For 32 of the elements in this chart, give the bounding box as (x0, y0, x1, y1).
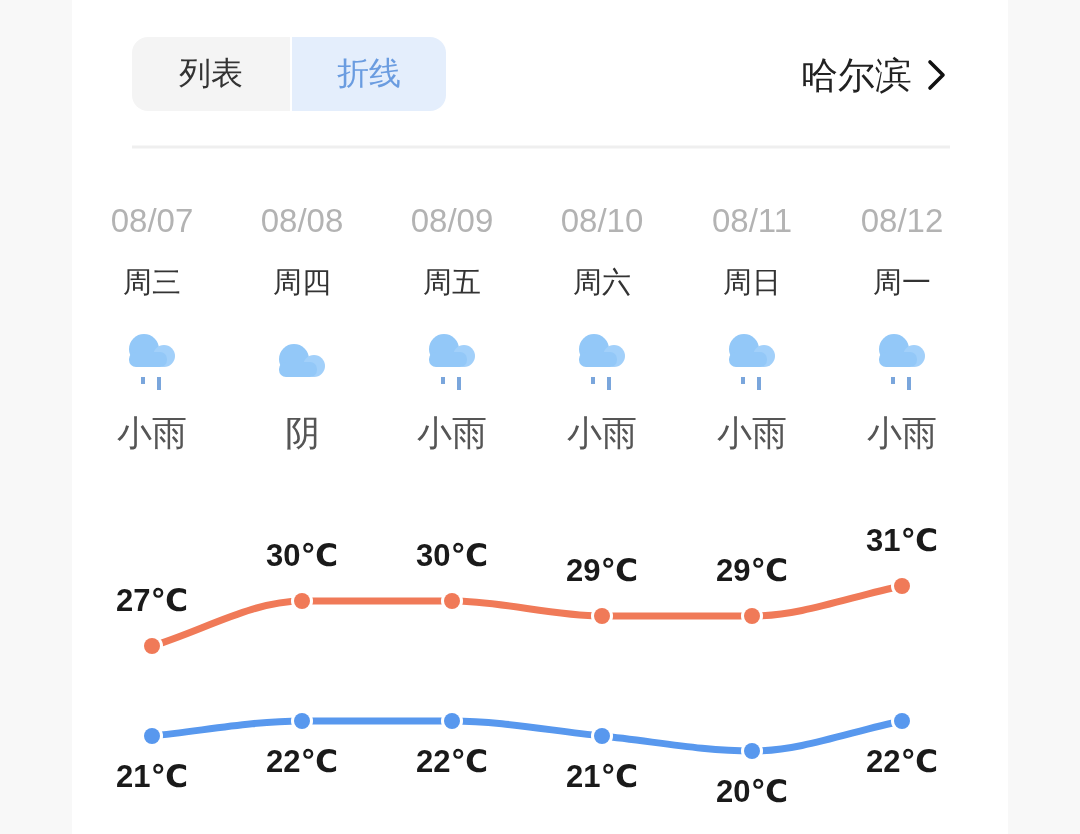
text: 小雨 (417, 412, 487, 452)
text: 周日 (723, 266, 781, 298)
text: 小雨 (717, 412, 787, 452)
text: 周一 (873, 266, 931, 298)
tab: 列表 (132, 37, 290, 111)
x-tick-label: 08/11 (711, 201, 793, 239)
x-tick-label: 08/10 (560, 201, 644, 239)
chart-title: 哈尔滨 (801, 54, 912, 96)
data-label: 29℃ (565, 552, 639, 588)
text: 小雨 (117, 412, 187, 452)
data-label: 21℃ (115, 758, 189, 794)
text: 周三 (123, 266, 181, 298)
x-tick-label: 08/07 (110, 201, 194, 239)
data-label: 20℃ (715, 773, 789, 809)
text: 周五 (423, 266, 481, 298)
text: 周四 (273, 266, 331, 298)
text: 周六 (573, 266, 631, 298)
data-label: 22℃ (865, 743, 939, 779)
x-tick-label: 08/09 (410, 201, 494, 239)
data-label: 30℃ (265, 537, 339, 573)
text: 小雨 (567, 412, 637, 452)
data-label: 22℃ (265, 743, 339, 779)
x-tick-label: 08/12 (860, 201, 944, 239)
x-tick-label: 08/08 (260, 201, 344, 239)
data-label: 31℃ (865, 522, 939, 558)
data-label: 22℃ (415, 743, 489, 779)
data-label: 30℃ (415, 537, 489, 573)
data-label: 27℃ (115, 582, 189, 618)
data-label: 21℃ (565, 758, 639, 794)
text: 阴 (284, 412, 320, 452)
text: 小雨 (867, 412, 937, 452)
data-label: 29℃ (715, 552, 789, 588)
